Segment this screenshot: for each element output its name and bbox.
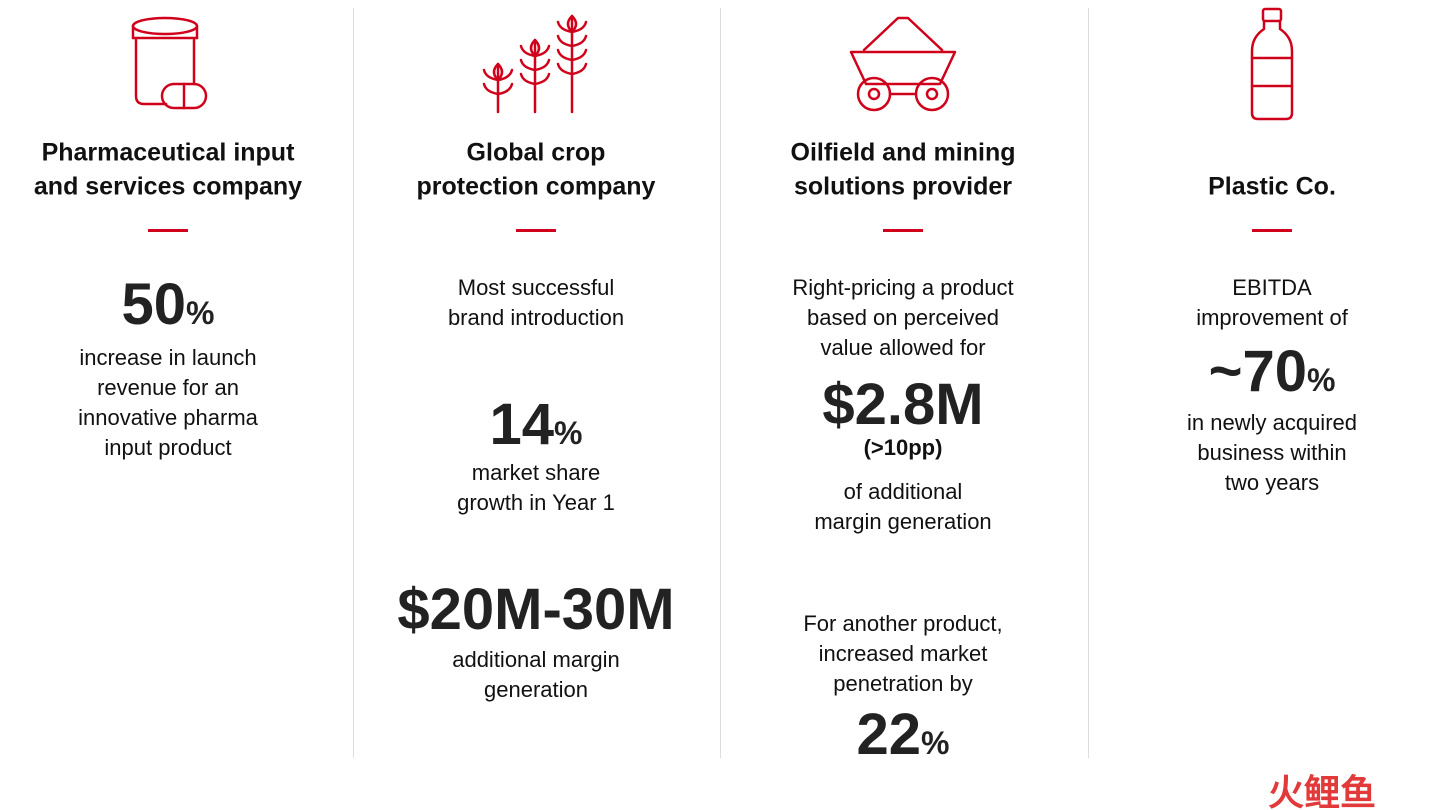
column-title: Plastic Co. [1208, 172, 1336, 201]
accent-dash [148, 229, 188, 232]
stat-value: $2.8M [822, 372, 984, 437]
column-title: solutions provider [793, 172, 1013, 201]
description-line: For another product, [803, 611, 1003, 636]
description-line: input product [104, 435, 232, 460]
stat-unit: % [554, 415, 583, 451]
description-line: in newly acquired [1187, 410, 1357, 435]
divider [720, 8, 721, 758]
description-line: business within [1197, 440, 1347, 465]
column-title: and services company [33, 172, 303, 201]
description-line: margin generation [814, 509, 992, 534]
stat-unit: % [186, 295, 215, 331]
description-line: based on perceived [806, 305, 1000, 330]
description-line: additional margin [452, 647, 620, 672]
crop-icon [482, 14, 588, 114]
description-line: brand introduction [447, 305, 625, 330]
description-line: market share [471, 460, 601, 485]
column-title: Global crop [466, 138, 606, 167]
column-title: Oilfield and mining [790, 138, 1016, 167]
stat-figure: ~70% [1082, 343, 1440, 401]
stat-value: 14 [489, 392, 555, 457]
divider [353, 8, 354, 758]
mining-icon [849, 16, 957, 112]
column-title: Pharmaceutical input [41, 138, 295, 167]
accent-dash [516, 229, 556, 232]
description-line: generation [484, 677, 588, 702]
watermark: 火鲤鱼 [1268, 773, 1377, 810]
stat-value: 22 [856, 702, 922, 767]
description-line: growth in Year 1 [457, 490, 615, 515]
stat-figure: 14% [346, 396, 726, 454]
description-line: increase in launch [79, 345, 257, 370]
description-line: of additional [843, 479, 963, 504]
accent-dash [883, 229, 923, 232]
description-line: penetration by [833, 671, 973, 696]
description-line: EBITDA [1232, 275, 1312, 300]
description-line: value allowed for [820, 335, 986, 360]
stat-figure: $2.8M [713, 376, 1093, 434]
description-line: innovative pharma [78, 405, 258, 430]
stat-unit: % [1306, 362, 1336, 398]
accent-dash [1252, 229, 1292, 232]
description-line: increased market [818, 641, 988, 666]
stat-figure: 50% [0, 276, 358, 334]
description-line: Most successful [457, 275, 615, 300]
stat-note: (>10pp) [863, 435, 943, 460]
column-title: protection company [416, 172, 656, 201]
stat-unit: % [921, 725, 950, 761]
stat-value: $20M-30M [397, 577, 675, 642]
description-line: improvement of [1196, 305, 1348, 330]
description-line: two years [1224, 470, 1320, 495]
description-line: Right-pricing a product [792, 275, 1014, 300]
stat-value: ~70 [1208, 339, 1307, 404]
stat-figure: $20M-30M [346, 581, 726, 639]
bottle-icon [1250, 7, 1294, 121]
pharma-icon [131, 16, 208, 110]
stat-figure: 22% [713, 706, 1093, 764]
description-line: revenue for an [97, 375, 239, 400]
divider [1088, 8, 1089, 758]
stat-value: 50 [121, 272, 187, 337]
